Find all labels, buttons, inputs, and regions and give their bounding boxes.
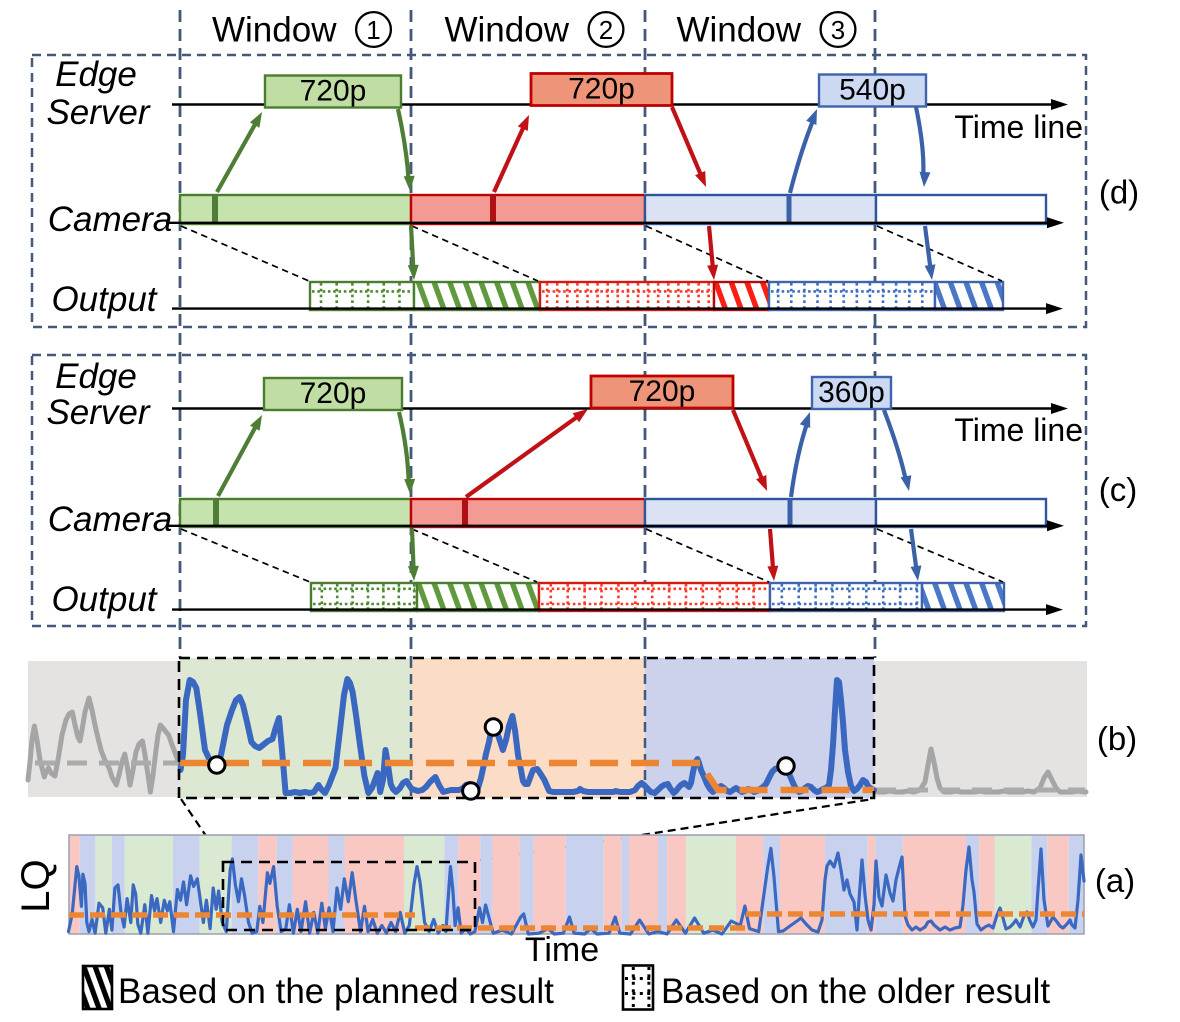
svg-text:(a): (a) xyxy=(1095,862,1135,899)
svg-text:(b): (b) xyxy=(1097,720,1137,757)
svg-text:Output: Output xyxy=(51,580,157,619)
svg-text:2: 2 xyxy=(599,15,613,45)
svg-text:Window: Window xyxy=(677,11,802,50)
svg-text:Based on the planned result: Based on the planned result xyxy=(118,972,554,1011)
svg-text:LQ: LQ xyxy=(14,859,58,912)
svg-text:Based on the older result: Based on the older result xyxy=(661,972,1050,1011)
svg-text:720p: 720p xyxy=(300,75,367,108)
svg-text:720p: 720p xyxy=(629,375,696,408)
svg-text:Window: Window xyxy=(445,11,570,50)
svg-text:Camera: Camera xyxy=(48,200,172,239)
svg-text:Window: Window xyxy=(212,11,337,50)
svg-text:720p: 720p xyxy=(568,73,635,106)
svg-text:Output: Output xyxy=(51,280,157,319)
svg-text:Time line: Time line xyxy=(954,412,1083,448)
svg-text:Server: Server xyxy=(46,393,150,432)
svg-text:Edge: Edge xyxy=(55,55,137,94)
svg-text:(c): (c) xyxy=(1099,471,1137,508)
svg-text:540p: 540p xyxy=(839,74,906,107)
svg-text:720p: 720p xyxy=(300,377,367,410)
svg-text:Time: Time xyxy=(525,931,599,969)
svg-text:3: 3 xyxy=(831,15,845,45)
svg-text:Server: Server xyxy=(46,93,150,132)
svg-text:Time line: Time line xyxy=(954,109,1083,145)
svg-text:Edge: Edge xyxy=(55,357,137,396)
svg-text:(d): (d) xyxy=(1099,174,1139,211)
svg-text:Camera: Camera xyxy=(48,500,172,539)
svg-text:360p: 360p xyxy=(818,376,885,409)
svg-text:1: 1 xyxy=(366,15,380,45)
